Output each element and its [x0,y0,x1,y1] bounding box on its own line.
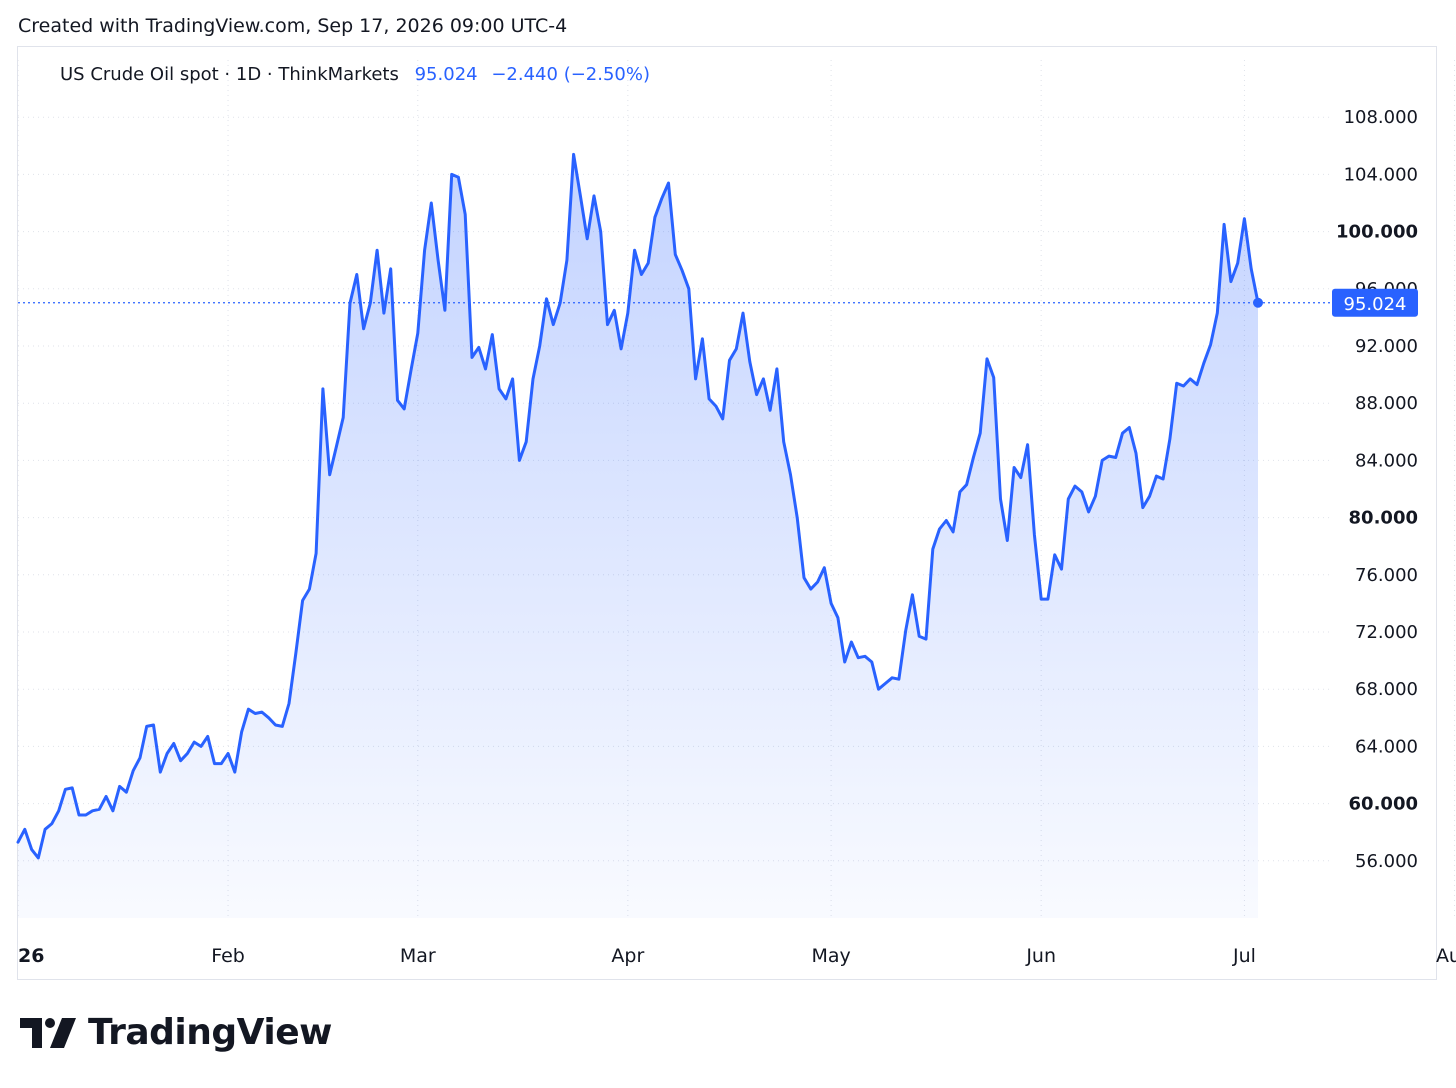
y-tick-label: 84.000 [1355,450,1418,471]
y-tick-label: 92.000 [1355,336,1418,357]
legend-separator: · [266,64,279,85]
time-axis[interactable]: 26FebMarAprMayJunJulAugSep [18,945,1456,967]
y-tick-label: 76.000 [1355,565,1418,586]
tradingview-logo-icon [20,1017,76,1048]
y-tick-label: 104.000 [1344,164,1418,185]
last-price-label-bg [1332,288,1418,317]
price-axis[interactable]: 56.000 60.000 64.000 68.000 72.000 76.000 80.0… [1336,107,1418,872]
y-tick-label: 56.000 [1355,851,1418,872]
brand-wordmark: TradingView [88,1012,332,1053]
price-area [18,154,1258,918]
x-tick-label: Aug [1436,945,1456,967]
x-tick-label: Apr [611,945,644,967]
last-price-dot [1253,297,1263,308]
y-tick-label: 60.000 [1349,794,1418,815]
y-tick-label: 88.000 [1355,393,1418,414]
x-tick-label: Mar [400,945,436,967]
created-with-caption: Created with TradingView.com, Sep 17, 20… [18,15,568,37]
legend-change-pct: (−2.50%) [563,64,650,85]
chart-legend[interactable]: US Crude Oil spot · 1D · ThinkMarkets 95… [60,64,650,85]
last-price-marker: 95.024 [18,288,1418,317]
y-tick-label: 100.000 [1336,222,1418,243]
x-tick-label: Jul [1232,945,1256,967]
legend-interval: 1D [235,64,262,85]
x-tick-label: Jun [1025,945,1056,967]
y-tick-label: 80.000 [1349,508,1418,529]
chart-frame [17,46,1437,980]
y-tick-label: 64.000 [1355,736,1418,757]
y-tick-label: 108.000 [1344,107,1418,128]
price-line [16,152,1260,860]
tradingview-logo[interactable]: TradingView [20,1012,332,1053]
x-tick-label: 26 [18,945,44,967]
price-area-fill [18,154,1258,918]
legend-separator: · [224,64,236,85]
x-tick-label: May [811,945,850,967]
y-tick-label: 68.000 [1355,679,1418,700]
y-tick-label: 72.000 [1355,622,1418,643]
legend-source: ThinkMarkets [278,64,399,85]
price-line-layer [16,152,1260,860]
legend-last-price: 95.024 [414,64,478,85]
x-tick-label: Feb [211,945,245,967]
last-price-label: 95.024 [1344,294,1407,315]
legend-change: −2.440 [491,64,558,85]
legend-symbol: US Crude Oil spot [60,64,219,85]
